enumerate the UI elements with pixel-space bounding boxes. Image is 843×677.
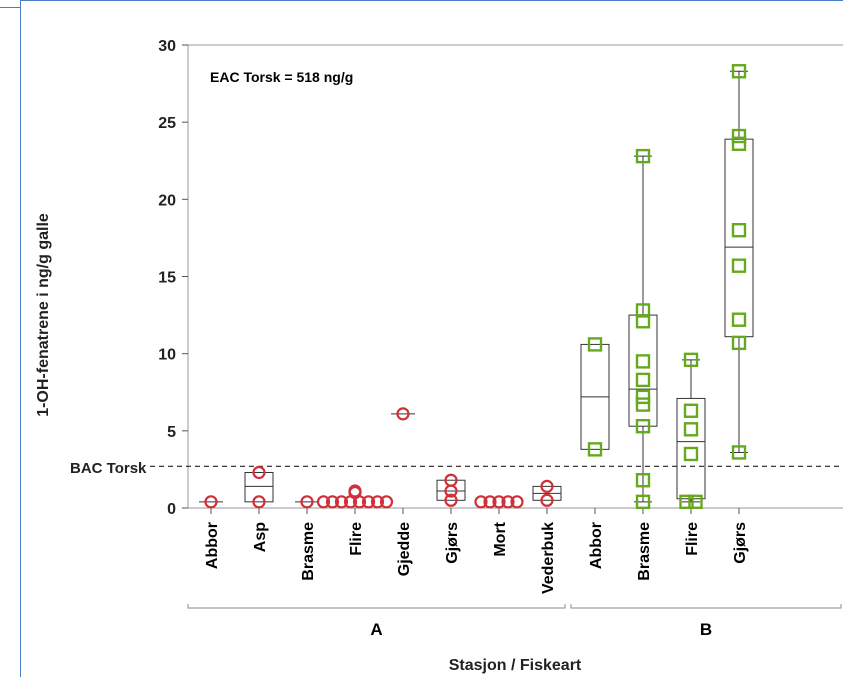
data-point [492, 495, 506, 509]
data-point [683, 352, 699, 368]
x-category-label: Vederbuk [540, 522, 557, 594]
data-point [731, 335, 747, 351]
data-point [325, 495, 340, 509]
y-tick-label: 20 [158, 192, 176, 209]
data-point [300, 495, 314, 509]
data-marks [199, 64, 754, 510]
data-point [731, 128, 747, 144]
x-category-label: Flire [348, 522, 365, 556]
x-category-label: Abbor [588, 522, 605, 569]
y-tick-label: 15 [158, 270, 176, 287]
reference-line-label: BAC Torsk [70, 460, 147, 477]
y-tick-label: 25 [158, 115, 176, 132]
data-point [731, 445, 747, 460]
data-point [396, 407, 410, 421]
data-point [683, 403, 699, 418]
data-point [635, 354, 651, 369]
x-category-label: Abbor [204, 522, 221, 569]
data-point [204, 495, 218, 509]
data-point [334, 495, 349, 509]
y-tick-label: 10 [158, 347, 176, 364]
data-point [370, 495, 385, 509]
group-bracket [570, 604, 842, 609]
data-point [483, 495, 497, 509]
chart-frame [20, 0, 843, 677]
data-point [635, 419, 651, 434]
data-point [635, 372, 651, 388]
plot-frame [187, 44, 843, 509]
data-point [361, 495, 376, 509]
x-axis-title: Stasjon / Fiskeart [449, 657, 582, 674]
data-point [474, 495, 488, 509]
data-point [587, 442, 603, 457]
data-point [444, 493, 458, 507]
data-point [540, 493, 554, 507]
data-point [635, 473, 651, 488]
data-point [635, 397, 651, 412]
data-point [316, 495, 331, 509]
group-label: B [700, 620, 712, 639]
data-point [679, 494, 694, 510]
data-point [252, 495, 266, 509]
box [244, 472, 274, 503]
x-category-label: Brasme [300, 522, 317, 581]
data-point [501, 495, 515, 509]
box [436, 479, 466, 501]
box [724, 138, 754, 338]
data-point [587, 337, 603, 352]
data-point [510, 495, 524, 509]
data-point [731, 258, 747, 273]
group-bracket [187, 604, 566, 609]
x-category-label: Flire [684, 522, 701, 556]
data-point [635, 303, 651, 318]
y-tick-label: 30 [158, 38, 176, 55]
y-tick-label: 0 [167, 501, 176, 518]
data-point [379, 495, 394, 509]
x-category-label: Mort [492, 521, 509, 556]
eac-annotation: EAC Torsk = 518 ng/g [210, 69, 353, 85]
group-label: A [370, 620, 382, 639]
y-tick-label: 5 [167, 424, 176, 441]
data-point [731, 312, 747, 327]
data-point [444, 473, 458, 487]
y-axis-title: 1-OH-fenatrene i ng/g galle [35, 213, 52, 417]
axes: 0 5 10 15 20 25 30 Abbor Asp Brasme Flire Gjedde Gjø… [150, 38, 843, 639]
frame-corner [0, 0, 20, 8]
data-point [731, 64, 747, 79]
data-point [348, 484, 362, 498]
x-category-label: Brasme [636, 522, 653, 581]
x-category-label: Gjørs [444, 522, 461, 564]
data-point [635, 148, 651, 164]
data-point [688, 494, 703, 510]
data-point [731, 136, 747, 151]
data-point [252, 465, 266, 480]
data-point [731, 222, 747, 238]
data-point [683, 422, 699, 437]
data-point [683, 446, 699, 462]
x-category-label: Gjørs [732, 522, 749, 564]
data-point [635, 389, 651, 405]
box [676, 397, 706, 500]
data-point [635, 494, 651, 510]
data-point [540, 479, 554, 493]
x-category-label: Gjedde [396, 522, 413, 576]
x-category-label: Asp [252, 522, 269, 552]
